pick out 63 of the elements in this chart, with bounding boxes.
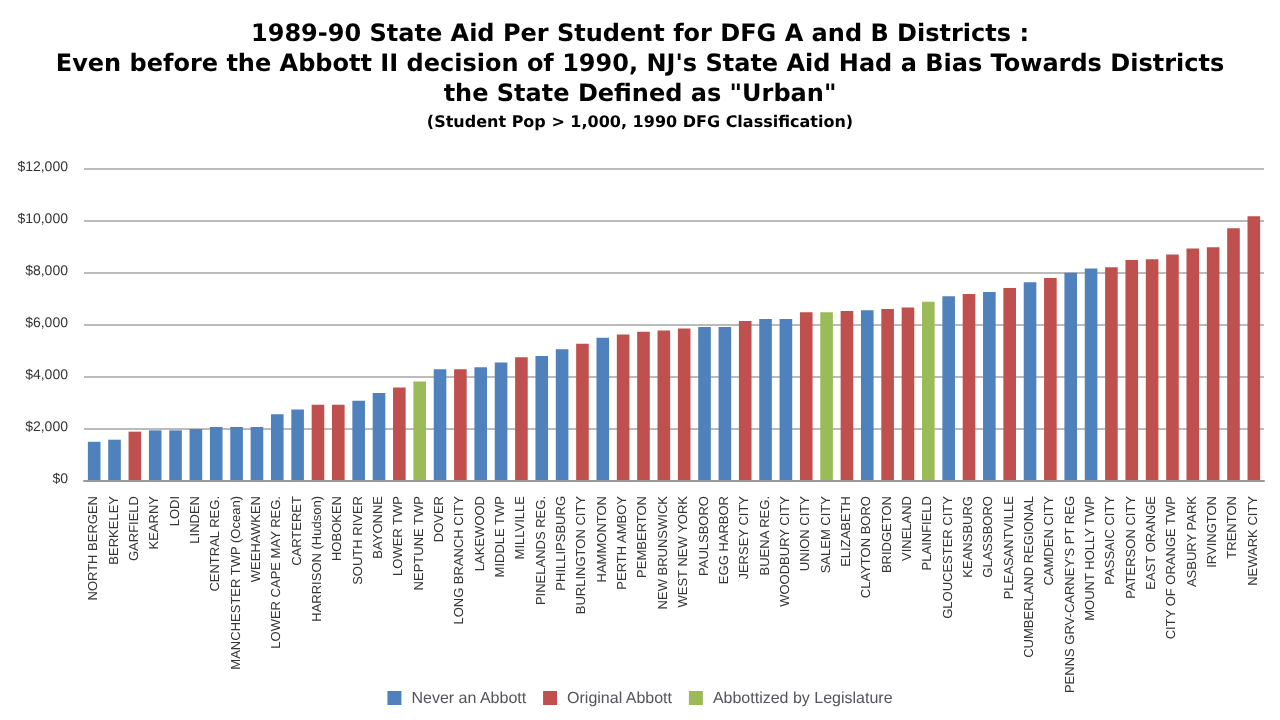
bar	[1145, 259, 1159, 480]
bar	[352, 400, 365, 480]
bar	[1206, 247, 1220, 480]
bar	[454, 369, 467, 480]
bar	[1003, 288, 1016, 480]
bar	[311, 404, 325, 480]
bar	[799, 312, 813, 480]
bar	[738, 320, 752, 480]
bar	[474, 367, 488, 480]
bar	[169, 430, 182, 480]
bar	[515, 357, 528, 480]
bar	[596, 337, 610, 480]
bar	[901, 307, 915, 480]
bar	[189, 429, 203, 480]
bar	[413, 381, 426, 480]
chart-subtitle: (Student Pop > 1,000, 1990 DFG Classification)	[426, 113, 854, 131]
bar	[494, 362, 508, 480]
bar	[535, 355, 549, 480]
bar	[555, 349, 569, 480]
chart-title: 1989-90 State Aid Per Student for DFG A and B Districts : Even before the Abbott II decision of 1990, NJ's State Aid Had a Bias Towards Districts the State Defined as "Urban"	[55, 19, 1225, 107]
bar	[922, 301, 935, 480]
legend-label: Never an Abbott	[411, 689, 528, 707]
bar	[1186, 248, 1200, 480]
bar	[616, 334, 630, 480]
bar	[759, 319, 772, 480]
bar	[718, 327, 732, 480]
bar	[657, 330, 671, 480]
bar	[209, 426, 223, 480]
bar	[332, 404, 345, 480]
bar	[1023, 282, 1037, 480]
bar	[250, 426, 264, 480]
bar	[1166, 254, 1179, 480]
bar	[698, 327, 711, 480]
bar	[1084, 268, 1098, 480]
bar	[87, 441, 101, 480]
bar	[270, 414, 284, 480]
bar	[840, 311, 854, 480]
bar	[148, 430, 162, 480]
bar	[230, 426, 243, 480]
bar	[983, 292, 996, 480]
bar	[1227, 228, 1240, 480]
bar	[291, 409, 304, 480]
bar	[962, 294, 976, 480]
bar	[820, 312, 833, 480]
bar	[1247, 216, 1261, 480]
bar	[1044, 277, 1057, 480]
bar	[860, 310, 874, 480]
legend-label: Original Abbott	[567, 689, 674, 707]
bar	[779, 319, 793, 480]
bar	[637, 331, 650, 480]
bar	[881, 308, 894, 480]
bar	[677, 328, 691, 480]
bar	[1125, 260, 1139, 480]
bar	[433, 369, 447, 480]
legend-label: Abbottized by Legislature	[712, 689, 894, 707]
bar	[1064, 272, 1078, 480]
bar	[393, 387, 406, 480]
bar	[372, 392, 386, 480]
bar	[1105, 267, 1118, 480]
bar	[942, 296, 955, 480]
bar	[128, 431, 142, 480]
bar	[108, 439, 121, 480]
bar	[576, 343, 589, 480]
